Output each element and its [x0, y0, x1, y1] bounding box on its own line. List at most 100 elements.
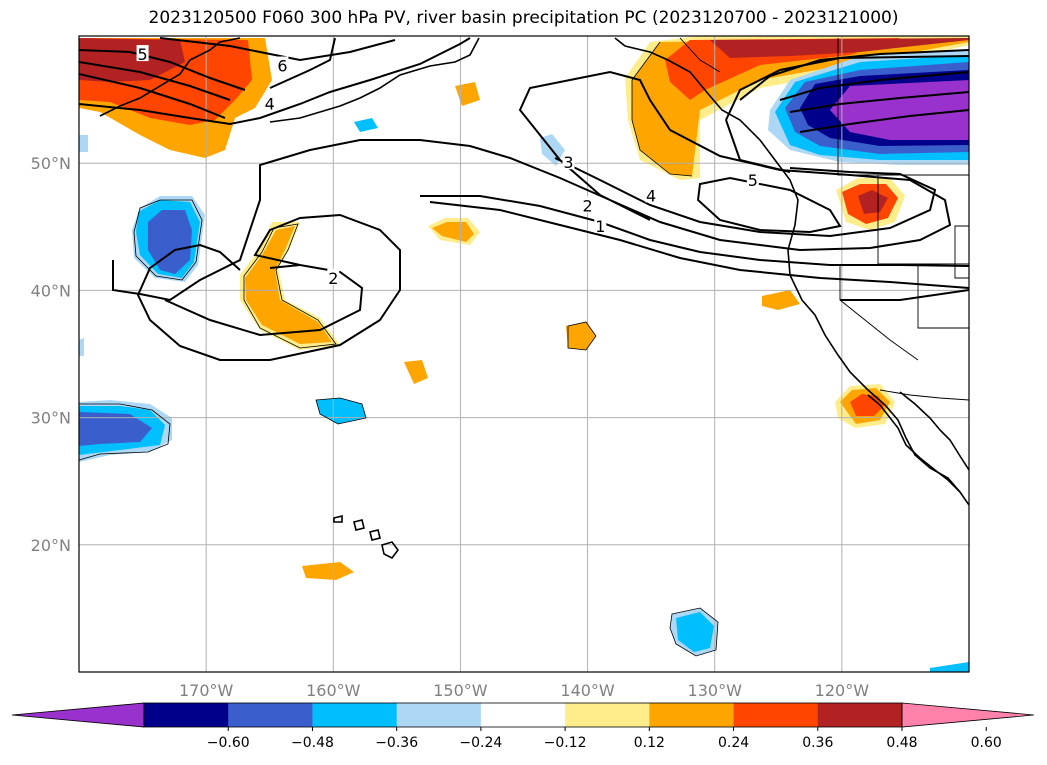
outline-small-pos-3	[567, 321, 597, 351]
anomaly-neg-small-5	[930, 662, 969, 672]
contour-label-bg	[276, 56, 289, 73]
colorbar-segment	[396, 703, 482, 727]
anomaly-pos-small-1-core	[432, 222, 474, 242]
colorbar-extend-high	[901, 702, 1035, 728]
lon-tick-label: 140°W	[560, 681, 615, 700]
pv-contour-2	[136, 213, 401, 361]
outline-goa	[631, 41, 693, 177]
border-states-misc	[954, 225, 969, 279]
island-maui	[369, 529, 381, 541]
colorbar-segment	[312, 703, 398, 727]
pv-contour-4	[554, 157, 937, 238]
colorbar-tick-label: 0.12	[634, 735, 665, 751]
pv-contour-5-east	[696, 176, 842, 234]
border-states-az	[917, 264, 969, 329]
lat-tick-label: 50°N	[31, 154, 71, 173]
anomaly-neg-small-3	[354, 118, 378, 132]
outline-subtropical-pos	[243, 223, 337, 349]
border-canada-alaska	[679, 37, 721, 73]
anomaly-pos-small-3	[566, 322, 596, 350]
pv-contour-4-nw	[79, 37, 471, 126]
island-kauai	[333, 514, 343, 523]
contour-label-bg	[746, 171, 759, 188]
colorbar-tick-label: −0.12	[544, 735, 587, 751]
coastline-alaska-south	[269, 37, 480, 123]
colorbar-segment	[480, 703, 566, 727]
pv-contours	[79, 37, 969, 361]
contour-label-bg	[562, 153, 575, 170]
contour-label: 5	[748, 171, 758, 190]
longitude-labels: 170°W 160°W 150°W 140°W 130°W 120°W	[179, 681, 869, 700]
pv-contour-3	[112, 70, 952, 302]
contour-label: 2	[582, 196, 592, 215]
colorbar: −0.60 −0.48 −0.36 −0.24 −0.12 0.12 0.24 0.36 0.4…	[11, 702, 1035, 751]
anomaly-pos-goa-core	[665, 38, 900, 100]
colorbar-segment	[144, 703, 229, 727]
contour-label-bg	[645, 186, 658, 203]
lat-tick-label: 30°N	[31, 409, 71, 428]
colorbar-tick-label: −0.36	[375, 735, 418, 751]
contour-label: 4	[646, 186, 656, 205]
pv-contour-2-east	[420, 195, 969, 267]
colorbar-tick-label: 0.60	[971, 735, 1002, 751]
lon-tick-label: 150°W	[433, 681, 488, 700]
pv-contour-north-arc2	[269, 37, 336, 89]
pv-contour-north-arc	[159, 37, 396, 62]
island-oahu	[353, 519, 365, 531]
colorbar-tick-label: 0.48	[886, 735, 917, 751]
map-frame	[78, 35, 970, 673]
pv-contour-ring-2	[725, 55, 969, 173]
anomaly-neg-small-7	[79, 338, 84, 356]
anomaly-pos-nw-core	[79, 38, 185, 82]
anomaly-neg-small-6	[79, 135, 88, 152]
latitude-labels: 20°N 30°N 40°N 50°N	[31, 154, 71, 555]
outline-small-neg-1	[315, 397, 367, 425]
anomaly-pos-small-4	[404, 360, 428, 384]
colorbar-extend-low	[11, 702, 145, 728]
colorbar-segment	[228, 703, 313, 727]
contour-label-bg	[327, 268, 340, 285]
contour-label-bg	[263, 94, 276, 111]
colorbar-tick-label: −0.48	[291, 735, 334, 751]
colorbar-segment	[649, 703, 735, 727]
anomaly-pos-small-6	[762, 290, 800, 310]
colorbar-tick-label: 0.24	[718, 735, 749, 751]
colorbar-segment	[565, 703, 650, 727]
contour-label-bg	[136, 45, 149, 62]
outline-sw-neg	[79, 403, 171, 461]
gridlines	[79, 36, 969, 672]
outline-central-neg	[133, 199, 203, 281]
island-hawaii	[381, 541, 399, 560]
contour-label: 3	[563, 153, 573, 172]
contour-label: 2	[328, 269, 338, 288]
colorbar-tick-label: −0.24	[459, 735, 502, 751]
anomaly-neg-central-core	[148, 210, 192, 274]
outline-small-neg-4	[669, 607, 719, 657]
anomaly-pos-small-2	[455, 82, 480, 106]
colorbar-frame	[143, 702, 903, 728]
pv-contour-ring-3	[779, 71, 969, 101]
border-us-mexico	[879, 389, 969, 401]
coastline-gulf-california	[899, 391, 969, 471]
anomaly-neg-southwest-core	[79, 412, 152, 446]
contour-label: 5	[137, 45, 147, 64]
colorbar-tick-label: −0.60	[207, 735, 250, 751]
pv-contour-5-nw	[79, 49, 246, 91]
colorbar-segment	[817, 703, 903, 727]
pv-contour-ring-1	[739, 49, 969, 101]
pv-contour-se	[840, 289, 969, 301]
coastline-baja	[867, 394, 961, 493]
anomaly-outlines	[79, 41, 719, 657]
pv-contour-ring-5	[799, 109, 969, 133]
lon-tick-label: 170°W	[179, 681, 234, 700]
colorbar-segment	[733, 703, 819, 727]
pv-contour-6	[79, 61, 231, 101]
anomaly-pos-goa-top	[710, 38, 969, 58]
contour-label: 1	[595, 217, 605, 236]
pv-contour-5b	[79, 73, 226, 119]
anomaly-pos-small-5	[302, 562, 354, 580]
contour-label: 6	[277, 57, 287, 76]
lon-tick-label: 130°W	[688, 681, 743, 700]
